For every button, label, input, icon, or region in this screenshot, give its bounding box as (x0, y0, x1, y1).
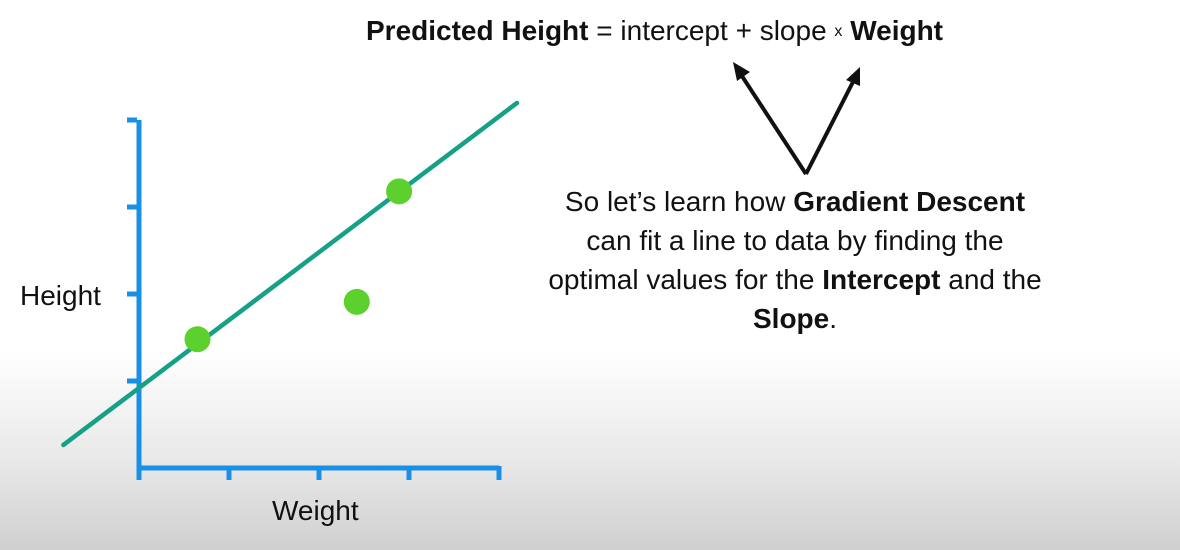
caption-slope: Slope (752, 303, 830, 334)
caption-gradient-descent: Gradient Descent (793, 186, 1026, 217)
arrow-to-slope (804, 75, 858, 175)
fit-line-group (61, 100, 520, 448)
caption-part3: and the (940, 264, 1042, 295)
x-axis-label: Weight (272, 495, 359, 526)
equation-middle: = intercept + slope (588, 15, 835, 46)
caption-part2: can fit a line to data by finding the op… (548, 225, 1004, 295)
caption-part4: . (829, 303, 837, 334)
arrow-to-intercept (736, 68, 808, 176)
equation: Predicted Height = intercept + slope x W… (366, 13, 943, 50)
arrow-to-intercept-head (733, 62, 750, 81)
equation-times: x (834, 23, 843, 40)
points (184, 178, 413, 353)
equation-rhs: Weight (850, 15, 944, 46)
axes (127, 117, 502, 480)
equation-lhs: Predicted Height (366, 15, 589, 46)
caption: So let’s learn how Gradient Descent can … (540, 182, 1050, 338)
data-point (184, 326, 211, 353)
arrow-to-slope-head (846, 67, 860, 86)
caption-part1: So let’s learn how (564, 186, 794, 217)
data-point (386, 178, 413, 205)
data-point (343, 288, 370, 315)
y-axis-label: Height (20, 280, 101, 311)
caption-intercept: Intercept (822, 264, 941, 295)
fit-line (61, 100, 520, 448)
